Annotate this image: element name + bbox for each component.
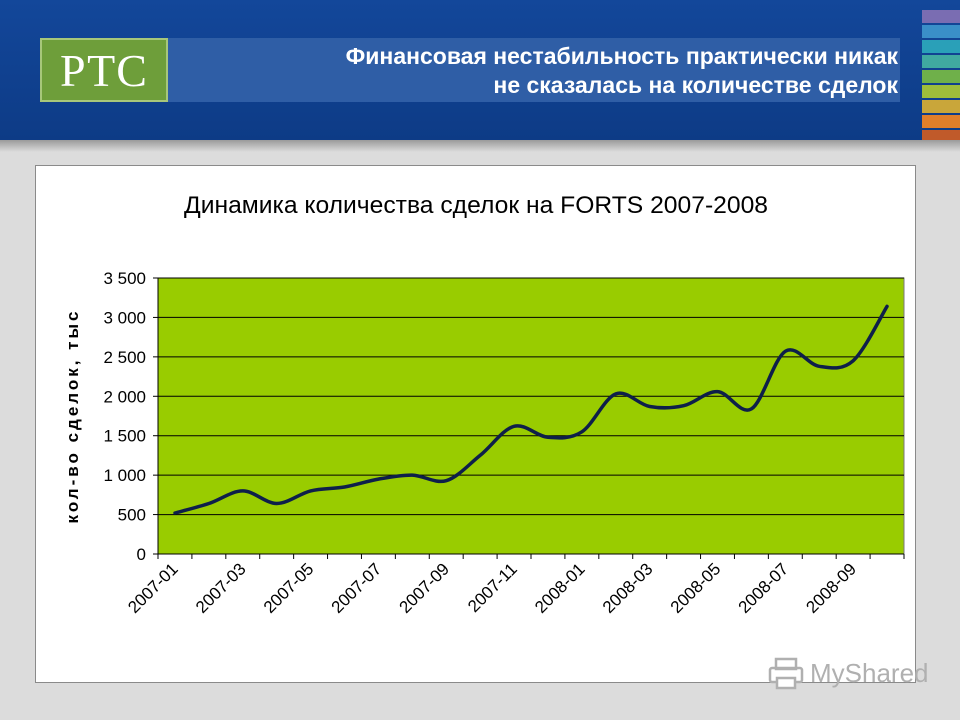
watermark-text: MyShared [810, 658, 929, 688]
plot-area [157, 277, 905, 555]
series-line [173, 304, 889, 515]
y-axis-ticks: 0 500 1 000 1 500 2 000 2 500 3 000 3 500 [103, 269, 159, 564]
y-tick-label: 0 [137, 545, 146, 564]
y-tick-label: 2 000 [103, 387, 146, 406]
headline-line-2: не сказалась на количестве сделок [493, 72, 898, 98]
printer-icon [768, 657, 804, 690]
y-tick-label: 1 500 [103, 427, 146, 446]
chart-title: Динамика количества сделок на FORTS 2007… [184, 192, 768, 219]
x-tick-label: 2007-11 [464, 559, 521, 616]
x-tick-label: 2007-01 [124, 559, 182, 617]
y-tick-label: 3 500 [103, 269, 146, 288]
y-axis-label: кол-во сделок, тыс [63, 309, 82, 524]
y-tick-label: 500 [118, 506, 146, 525]
x-tick-label: 2007-03 [192, 559, 250, 617]
color-stripe [922, 85, 960, 98]
color-stripe [922, 25, 960, 38]
color-stripe [922, 40, 960, 53]
x-tick-label: 2008-05 [667, 559, 725, 617]
header-banner: РТС Финансовая нестабильность практическ… [0, 0, 960, 143]
x-tick-label: 2008-03 [599, 559, 657, 617]
y-tick-label: 2 500 [103, 348, 146, 367]
x-tick-label: 2008-01 [531, 559, 589, 617]
color-stripe [922, 10, 960, 23]
title-bar [40, 38, 900, 102]
line-chart: Динамика количества сделок на FORTS 2007… [63, 192, 905, 617]
chart-frame: Динамика количества сделок на FORTS 2007… [35, 165, 916, 683]
y-tick-label: 1 000 [103, 466, 146, 485]
y-tick-label: 3 000 [103, 308, 146, 327]
color-stripe [922, 130, 960, 143]
color-stripe [922, 55, 960, 68]
watermark: MyShared [768, 656, 929, 692]
color-stripes [922, 0, 960, 143]
color-stripe [922, 70, 960, 83]
color-stripe [922, 100, 960, 113]
logo-text: РТС [60, 45, 148, 96]
x-axis-ticks: 2007-01 2007-03 2007-05 2007-07 2007-09 2007-… [124, 553, 905, 617]
x-tick-label: 2007-07 [328, 559, 386, 617]
x-tick-label: 2007-05 [260, 559, 318, 617]
rts-logo: РТС [40, 38, 168, 102]
x-tick-label: 2008-09 [802, 559, 860, 617]
x-tick-label: 2007-09 [396, 559, 454, 617]
slide-headline: Финансовая нестабильность практически ни… [198, 42, 898, 100]
header-shadow [0, 140, 960, 152]
color-stripe [922, 115, 960, 128]
headline-line-1: Финансовая нестабильность практически ни… [345, 43, 898, 69]
x-tick-label: 2008-07 [735, 559, 793, 617]
